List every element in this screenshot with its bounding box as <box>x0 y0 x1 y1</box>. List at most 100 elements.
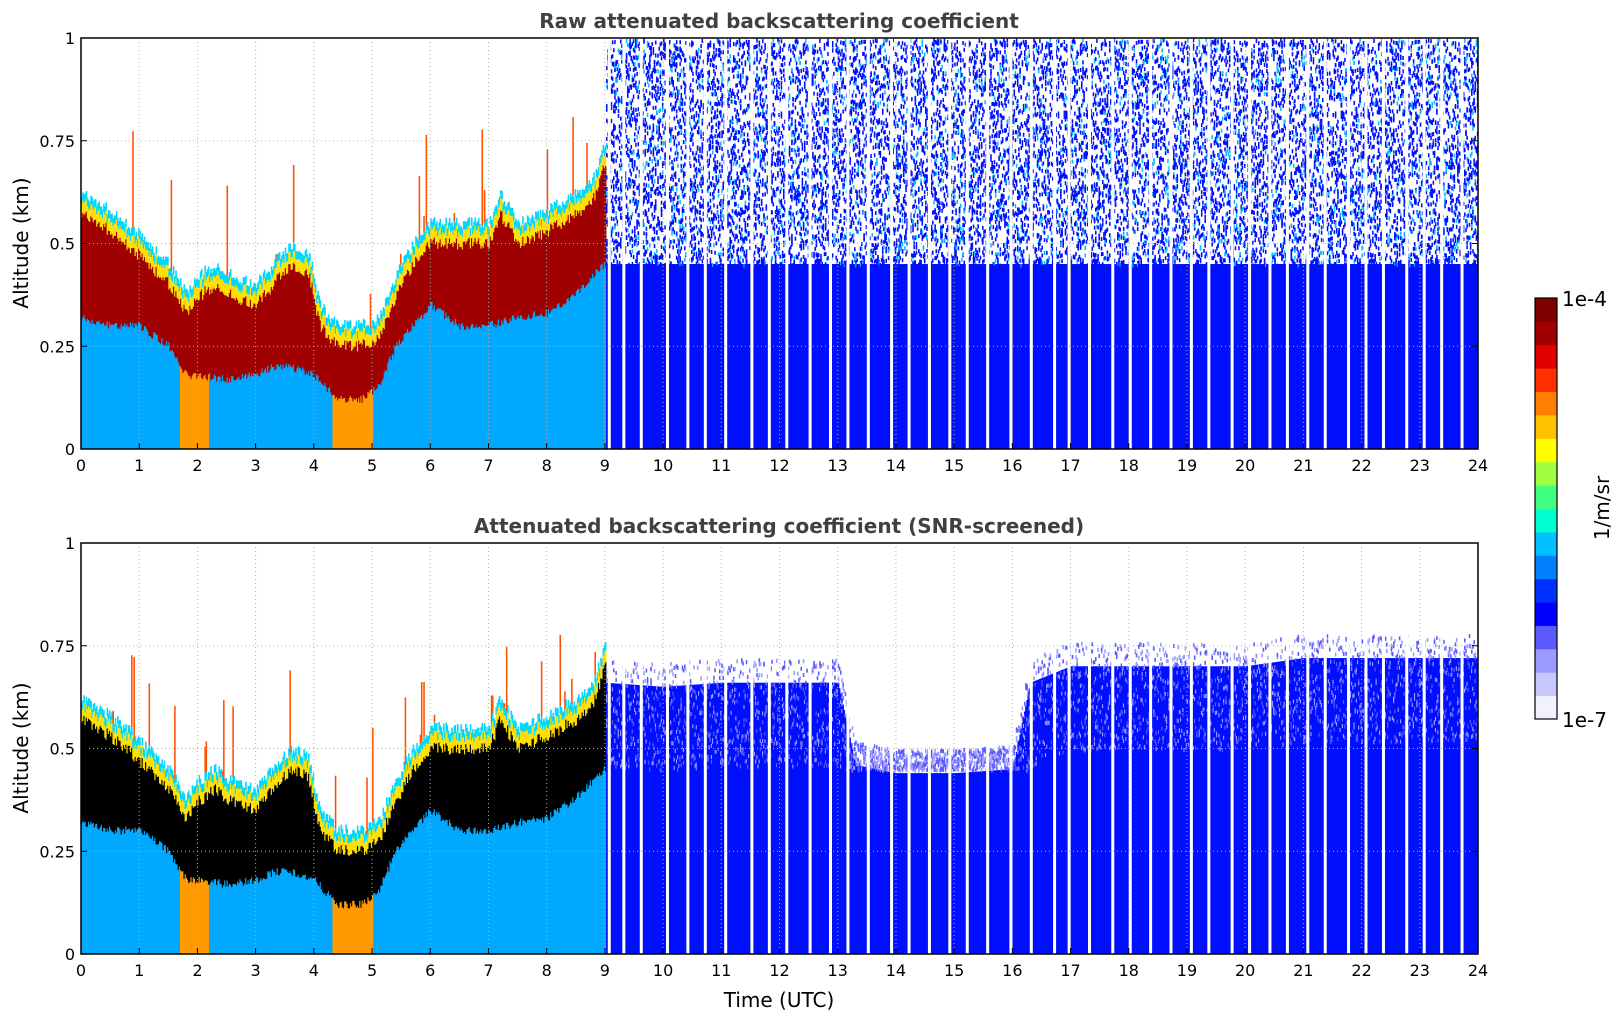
bl-cell <box>104 325 106 449</box>
bl-cell <box>363 396 366 449</box>
layer-core-cell <box>461 249 464 323</box>
speckle-cell <box>626 206 629 211</box>
layer-core-cell <box>91 217 94 320</box>
layer-core-cell <box>283 275 286 369</box>
speckle-cell <box>679 107 681 112</box>
layer-edge-cell <box>112 218 114 227</box>
speckle-cell <box>762 166 764 171</box>
speckle-cell <box>660 200 663 205</box>
speckle-cell <box>732 74 735 79</box>
layer-core-cell <box>510 228 513 322</box>
bl-cell <box>501 320 503 449</box>
speckle-cell <box>680 156 683 161</box>
layer-core-cell <box>148 268 151 337</box>
layer-edge-cell <box>204 265 206 274</box>
layer-edge-cell <box>254 283 257 292</box>
plume-cell <box>453 212 456 222</box>
layer-edge-cell <box>316 303 318 316</box>
layer-edge-cell <box>236 279 239 288</box>
speckle-cell <box>660 193 663 198</box>
layer-edge-cell <box>220 271 223 280</box>
speckle-cell <box>657 85 659 90</box>
bl-cell <box>373 386 375 449</box>
speckle-cell <box>758 42 761 47</box>
layer-edge-cell <box>294 252 296 265</box>
layer-edge-cell <box>547 224 550 237</box>
layer-core-cell <box>340 347 343 397</box>
layer-core-cell <box>490 240 493 322</box>
speckle-cell <box>630 171 633 176</box>
layer-edge-cell <box>323 304 325 313</box>
speckle-cell <box>739 99 742 104</box>
layer-edge-cell <box>118 229 120 242</box>
layer-edge-cell <box>423 231 425 240</box>
speckle-cell <box>764 151 766 156</box>
speckle-cell <box>654 84 657 89</box>
layer-edge-cell <box>198 288 201 301</box>
speckle-cell <box>681 150 684 155</box>
bl-cell <box>147 331 149 449</box>
plume-cell <box>170 179 173 272</box>
speckle-cell <box>700 166 702 171</box>
layer-core-cell <box>154 276 156 333</box>
layer-edge-cell <box>230 277 232 290</box>
layer-edge-cell <box>338 324 340 333</box>
layer-core-cell <box>422 255 424 319</box>
speckle-cell <box>764 162 766 167</box>
layer-core-cell <box>436 241 438 310</box>
speckle-cell <box>649 58 651 63</box>
speckle-cell <box>613 176 615 181</box>
bl-cell <box>376 387 379 449</box>
bl-cell <box>297 365 300 449</box>
bl-cell <box>356 401 359 449</box>
speckle-cell <box>744 95 747 100</box>
speckle-cell <box>748 142 750 147</box>
speckle-cell <box>700 134 702 139</box>
layer-core-cell <box>317 311 319 376</box>
speckle-cell <box>730 223 733 228</box>
bl-cell <box>480 328 482 449</box>
layer-edge-cell <box>494 207 496 216</box>
layer-edge-cell <box>339 335 342 348</box>
speckle-cell <box>611 152 614 157</box>
layer-core-cell <box>440 247 443 310</box>
layer-edge-cell <box>405 253 408 262</box>
layer-edge-cell <box>487 234 489 247</box>
speckle-cell <box>613 159 615 164</box>
layer-core-cell <box>199 291 202 374</box>
speckle-cell <box>700 253 702 258</box>
layer-edge-cell <box>125 218 127 227</box>
speckle-cell <box>620 73 622 78</box>
layer-core-cell <box>348 341 351 398</box>
bl-cell <box>178 365 181 449</box>
bl-cell <box>290 366 293 449</box>
layer-edge-cell <box>193 286 196 299</box>
speckle-cell <box>632 107 635 112</box>
speckle-cell <box>696 65 699 70</box>
layer-core-cell <box>86 218 89 319</box>
layer-edge-cell <box>447 222 450 231</box>
speckle-cell <box>664 225 666 230</box>
speckle-cell <box>691 137 693 142</box>
layer-edge-cell <box>360 330 362 343</box>
speckle-cell <box>760 45 763 50</box>
layer-core-cell <box>324 327 326 384</box>
speckle-cell <box>713 203 715 208</box>
bl-cell <box>538 315 541 449</box>
speckle-cell <box>701 142 704 147</box>
layer-edge-cell <box>529 231 531 244</box>
layer-core-cell <box>483 243 486 326</box>
bl-cell <box>108 322 111 449</box>
speckle-cell <box>717 188 720 193</box>
layer-edge-cell <box>96 214 98 227</box>
layer-core-cell <box>397 291 400 346</box>
speckle-cell <box>626 242 629 247</box>
layer-edge-cell <box>523 233 525 246</box>
bl-cell <box>100 324 103 449</box>
layer-edge-cell <box>199 279 202 292</box>
bl-cell <box>352 401 354 449</box>
layer-edge-cell <box>149 242 152 251</box>
bl-cell <box>287 367 289 449</box>
layer-edge-cell <box>453 221 456 230</box>
layer-edge-cell <box>533 220 536 229</box>
